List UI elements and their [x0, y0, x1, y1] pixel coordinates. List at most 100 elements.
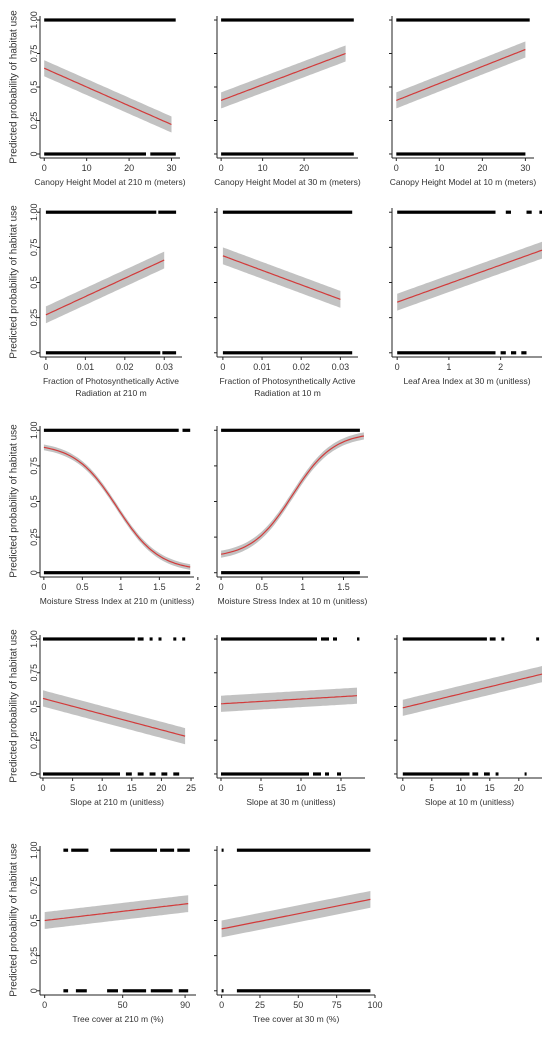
x-axis-label-slope10: Slope at 10 m (unitless)	[425, 797, 514, 807]
y-tick-label-msi210: 0.25	[29, 528, 39, 546]
x-tick-label-tree30: 0	[219, 1000, 224, 1010]
x-axis-label-slope210: Slope at 210 m (unitless)	[70, 797, 164, 807]
observations-unused-slope10	[495, 772, 499, 776]
x-tick-label-fpar210: 0.01	[77, 362, 95, 372]
observations-unused-tree210	[122, 989, 147, 993]
x-tick-label-chm10: 10	[434, 163, 444, 173]
panel-slope210: 0 0.25 0.5 0.75 1.00 0 5 10 15 20 25 Slope at 210 m…	[9, 629, 197, 807]
observations-unused-slope210	[137, 772, 144, 776]
y-axis-label: Predicted probability of habitat use	[9, 10, 20, 164]
x-tick-label-lai30: 2	[498, 362, 503, 372]
x-axis-label-slope30: Slope at 30 m (unitless)	[246, 797, 335, 807]
y-tick-label-tree210: 0.5	[29, 914, 39, 927]
fitted-line-chm30	[220, 52, 346, 101]
y-tick-label-msi210: 1.00	[29, 422, 39, 440]
y-tick-label-tree210: 0	[29, 988, 39, 993]
observations-used-slope210	[173, 637, 177, 641]
fitted-line-lai30	[396, 249, 543, 303]
x-tick-label-slope210: 10	[97, 783, 107, 793]
observations-used-slope10	[489, 637, 496, 641]
observations-unused-tree210	[150, 989, 173, 993]
x-tick-label-msi210: 2	[195, 582, 200, 592]
observations-unused-slope210	[125, 772, 132, 776]
x-tick-label-msi10: 1.5	[337, 582, 350, 592]
x-tick-label-chm210: 30	[167, 163, 177, 173]
observations-unused-slope210	[149, 772, 156, 776]
observations-used-slope30	[357, 637, 360, 641]
x-tick-label-tree30: 75	[332, 1000, 342, 1010]
x-tick-label-slope10: 20	[514, 783, 524, 793]
x-tick-label-msi210: 1	[118, 582, 123, 592]
x-tick-label-slope210: 25	[186, 783, 196, 793]
x-axis-label-lai30: Leaf Area Index at 30 m (unitless)	[403, 376, 530, 386]
panel-lai30: 0 1 2 Leaf Area Index at 30 m (unitless)	[389, 208, 543, 386]
x-tick-label-tree210: 50	[118, 1000, 128, 1010]
fitted-line-slope210	[42, 697, 186, 737]
observations-used-lai30	[397, 210, 496, 214]
x-tick-label-tree30: 100	[367, 1000, 382, 1010]
observations-unused-slope210	[43, 772, 120, 776]
observations-used-slope210	[182, 637, 186, 641]
fitted-line-chm10	[396, 48, 526, 101]
observations-unused-slope210	[173, 772, 180, 776]
observations-unused-lai30	[511, 351, 517, 355]
observations-unused-lai30	[500, 351, 506, 355]
x-axis-label-msi210: Moisture Stress Index at 210 m (unitless…	[40, 596, 195, 606]
x-tick-label-tree210: 90	[180, 1000, 190, 1010]
x-tick-label-tree210: 0	[42, 1000, 47, 1010]
observations-unused-tree30	[236, 989, 371, 993]
y-axis-label: Predicted probability of habitat use	[9, 205, 20, 359]
observations-unused-fpar210	[45, 351, 161, 355]
observations-used-msi210	[182, 428, 191, 432]
observations-used-msi210	[43, 428, 179, 432]
observations-used-lai30	[526, 210, 532, 214]
observations-used-chm30	[221, 18, 354, 22]
x-tick-label-msi10: 0	[219, 582, 224, 592]
observations-used-slope210	[137, 637, 144, 641]
observations-unused-lai30	[397, 351, 496, 355]
x-tick-label-slope30: 5	[258, 783, 263, 793]
x-tick-label-slope210: 5	[70, 783, 75, 793]
observations-used-tree210	[110, 848, 157, 852]
observations-unused-slope30	[325, 772, 329, 776]
observations-used-lai30	[505, 210, 511, 214]
y-tick-label-fpar210: 0	[29, 350, 39, 355]
y-tick-label-slope210: 0.25	[29, 731, 39, 749]
x-axis-label-chm10: Canopy Height Model at 10 m (meters)	[390, 177, 537, 187]
observations-used-fpar10	[222, 210, 353, 214]
fitted-line-slope30	[220, 695, 358, 705]
observations-unused-slope30	[221, 772, 309, 776]
panel-chm210: 0 0.25 0.5 0.75 1.00 0 10 20 30 Canopy Height Mod…	[9, 10, 186, 187]
observations-used-tree210	[177, 848, 190, 852]
x-tick-label-slope30: 15	[336, 783, 346, 793]
y-tick-label-msi210: 0.75	[29, 457, 39, 475]
y-tick-label-slope210: 0.75	[29, 664, 39, 682]
x-tick-label-chm30: 20	[299, 163, 309, 173]
observations-used-slope10	[501, 637, 505, 641]
observations-used-fpar210	[45, 210, 157, 214]
x-axis-label-chm210: Canopy Height Model at 210 m (meters)	[34, 177, 185, 187]
x-tick-label-slope10: 5	[429, 783, 434, 793]
x-tick-label-fpar10: 0.03	[332, 362, 350, 372]
x-tick-label-fpar210: 0	[43, 362, 48, 372]
observations-unused-slope10	[472, 772, 479, 776]
y-axis-label: Predicted probability of habitat use	[9, 629, 20, 783]
x-tick-label-lai30: 1	[446, 362, 451, 372]
fitted-line-msi10	[221, 435, 364, 555]
observations-used-slope210	[158, 637, 162, 641]
fitted-line-fpar10	[222, 255, 341, 300]
observations-unused-slope10	[524, 772, 527, 776]
fitted-line-chm210	[43, 67, 172, 126]
y-axis-label: Predicted probability of habitat use	[9, 843, 20, 997]
y-tick-label-chm210: 0	[29, 151, 39, 156]
observations-unused-tree210	[178, 989, 189, 993]
panel-tree30: 0 25 50 75 100 Tree cover at 30 m (%)	[214, 846, 383, 1024]
x-axis-label-tree30: Tree cover at 30 m (%)	[253, 1014, 340, 1024]
y-tick-label-fpar210: 1.00	[29, 203, 39, 221]
x-axis-label-msi10: Moisture Stress Index at 10 m (unitless)	[218, 596, 368, 606]
x-tick-label-fpar10: 0	[220, 362, 225, 372]
x-axis-label-fpar210: Radiation at 210 m	[75, 388, 146, 398]
x-tick-label-slope10: 0	[400, 783, 405, 793]
